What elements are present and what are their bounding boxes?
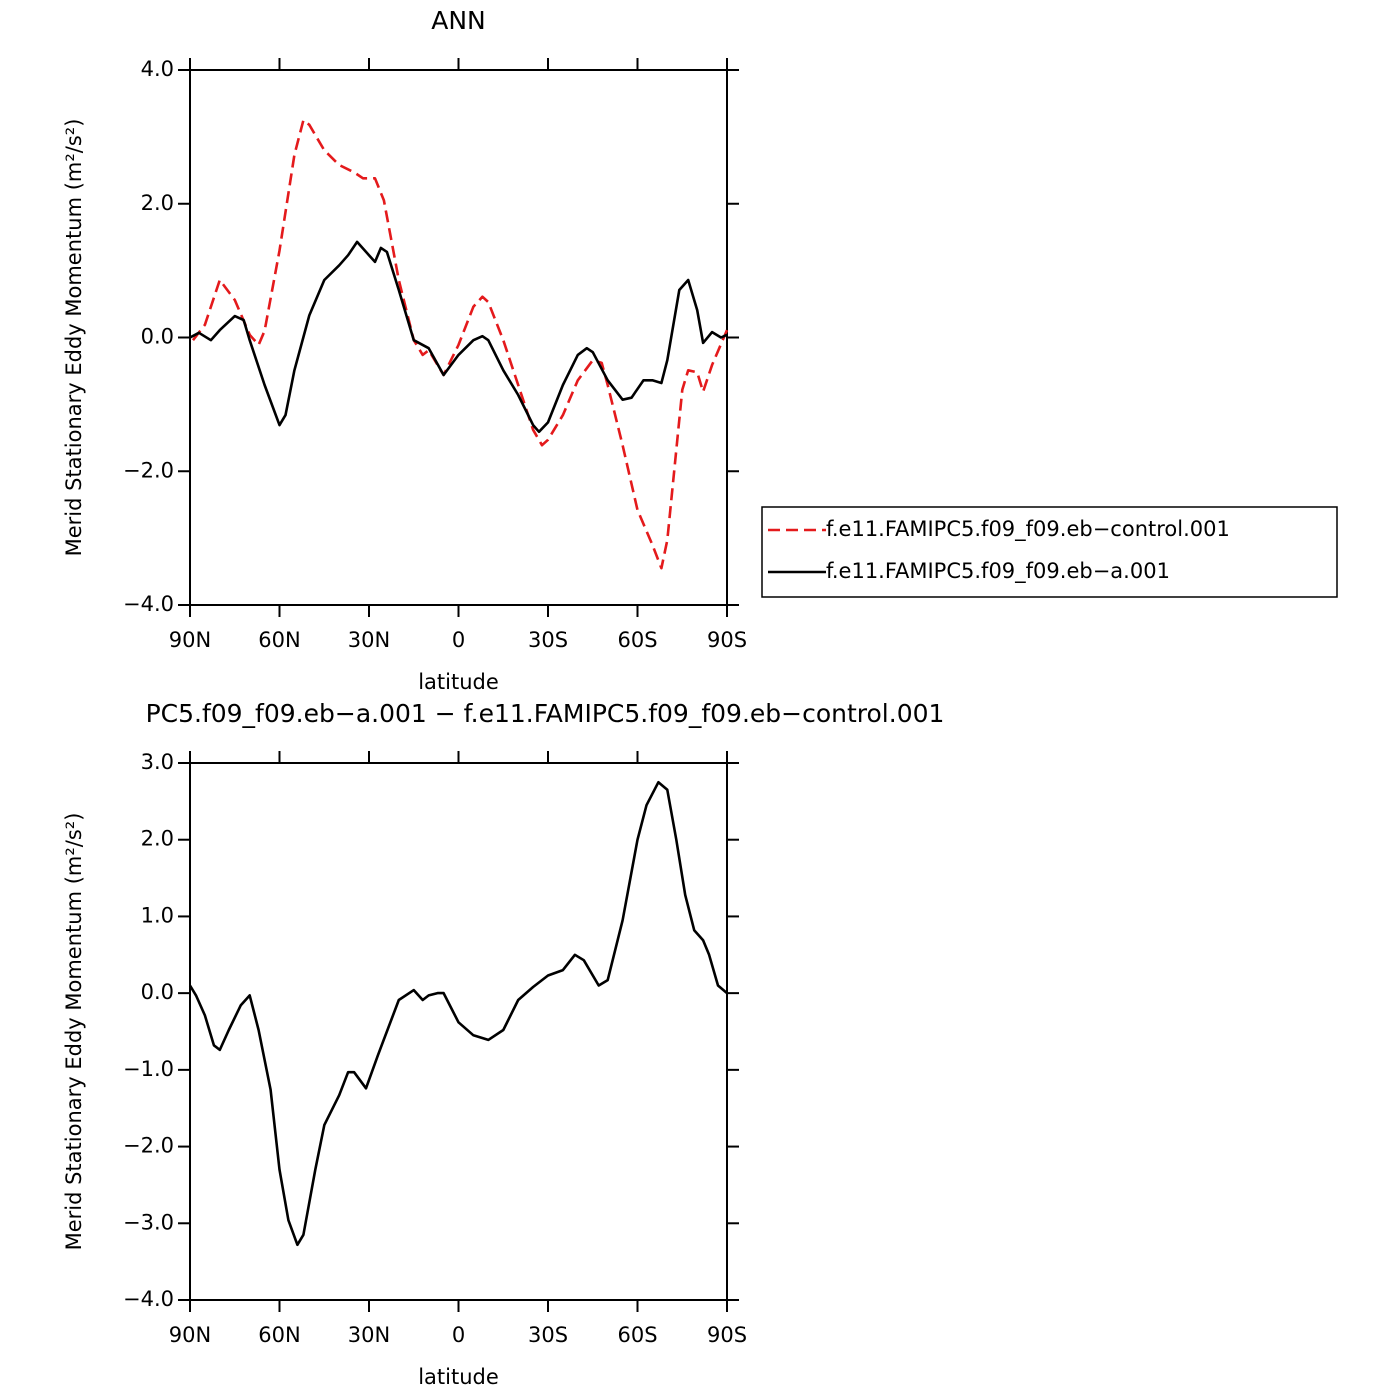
x-tick-label: 0 <box>452 628 465 652</box>
plot-frame <box>189 69 728 606</box>
y-tick-label: −2.0 <box>123 1134 174 1158</box>
y-tick-label: 3.0 <box>141 750 174 774</box>
x-tick-label: 0 <box>452 1323 465 1347</box>
y-tick-label: 2.0 <box>141 827 174 851</box>
x-tick-label: 60N <box>258 628 300 652</box>
x-tick-label: 30N <box>348 1323 390 1347</box>
y-tick-label: −2.0 <box>123 458 174 482</box>
y-tick-label: −4.0 <box>123 592 174 616</box>
data-line <box>191 118 729 570</box>
legend: f.e11.FAMIPC5.f09_f09.eb−control.001 f.e1… <box>761 506 1338 598</box>
y-tick-label: 1.0 <box>141 903 174 927</box>
x-tick-label: 30S <box>528 1323 568 1347</box>
x-tick-label: 90N <box>169 628 211 652</box>
y-tick-label: −1.0 <box>123 1057 174 1081</box>
y-tick-label: 0.0 <box>141 325 174 349</box>
x-tick-label: 90S <box>707 628 747 652</box>
y-tick-label: −4.0 <box>123 1287 174 1311</box>
legend-label: f.e11.FAMIPC5.f09_f09.eb−a.001 <box>826 559 1170 584</box>
chart-title: ANN <box>431 6 486 35</box>
legend-label: f.e11.FAMIPC5.f09_f09.eb−control.001 <box>826 517 1230 542</box>
data-line <box>188 780 728 1247</box>
x-tick-label: 30S <box>528 628 568 652</box>
y-axis-label: Merid Stationary Eddy Momentum (m²/s²) <box>62 119 86 557</box>
y-axis-label: Merid Stationary Eddy Momentum (m²/s²) <box>62 813 86 1251</box>
data-line <box>189 240 728 434</box>
x-tick-label: 60S <box>617 628 657 652</box>
x-tick-label: 60N <box>258 1323 300 1347</box>
x-axis-label: latitude <box>418 670 499 694</box>
y-tick-label: −3.0 <box>123 1210 174 1234</box>
plot-frame <box>189 762 728 1301</box>
legend-box <box>761 506 1338 598</box>
y-tick-label: 0.0 <box>141 980 174 1004</box>
x-tick-label: 90S <box>707 1323 747 1347</box>
y-tick-label: 2.0 <box>141 191 174 215</box>
x-tick-label: 90N <box>169 1323 211 1347</box>
x-axis-label: latitude <box>418 1365 499 1389</box>
x-tick-label: 60S <box>617 1323 657 1347</box>
y-tick-label: 4.0 <box>141 57 174 81</box>
x-tick-label: 30N <box>348 628 390 652</box>
chart-title: PC5.f09_f09.eb−a.001 − f.e11.FAMIPC5.f09… <box>146 699 945 728</box>
